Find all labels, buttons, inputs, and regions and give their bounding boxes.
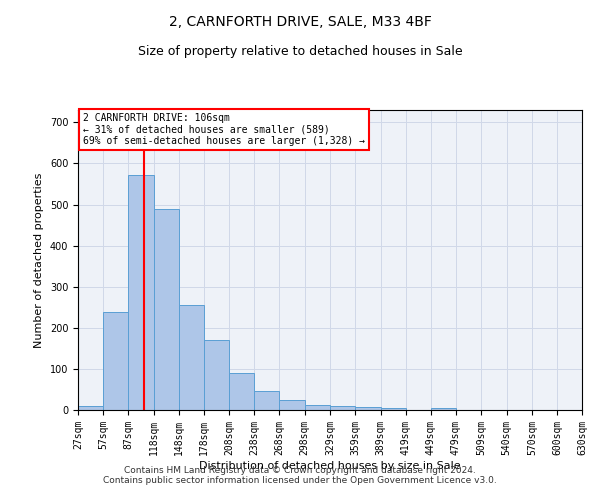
Bar [331, 406, 355, 410]
Bar [431, 408, 456, 410]
Bar [128, 174, 154, 410]
Bar [254, 390, 280, 410]
Text: 2, CARNFORTH DRIVE, SALE, M33 4BF: 2, CARNFORTH DRIVE, SALE, M33 4BF [169, 15, 431, 29]
Bar [229, 373, 254, 410]
Bar [355, 406, 380, 410]
Bar [280, 400, 305, 410]
Bar [305, 405, 331, 410]
Text: Contains HM Land Registry data © Crown copyright and database right 2024.
Contai: Contains HM Land Registry data © Crown c… [103, 466, 497, 485]
Text: 2 CARNFORTH DRIVE: 106sqm
← 31% of detached houses are smaller (589)
69% of semi: 2 CARNFORTH DRIVE: 106sqm ← 31% of detac… [83, 113, 365, 146]
Bar [103, 312, 128, 410]
Bar [154, 208, 179, 410]
Bar [204, 340, 229, 410]
Bar [78, 406, 103, 410]
Text: Size of property relative to detached houses in Sale: Size of property relative to detached ho… [137, 45, 463, 58]
Bar [179, 305, 204, 410]
X-axis label: Distribution of detached houses by size in Sale: Distribution of detached houses by size … [199, 460, 461, 470]
Y-axis label: Number of detached properties: Number of detached properties [34, 172, 44, 348]
Bar [380, 408, 406, 410]
